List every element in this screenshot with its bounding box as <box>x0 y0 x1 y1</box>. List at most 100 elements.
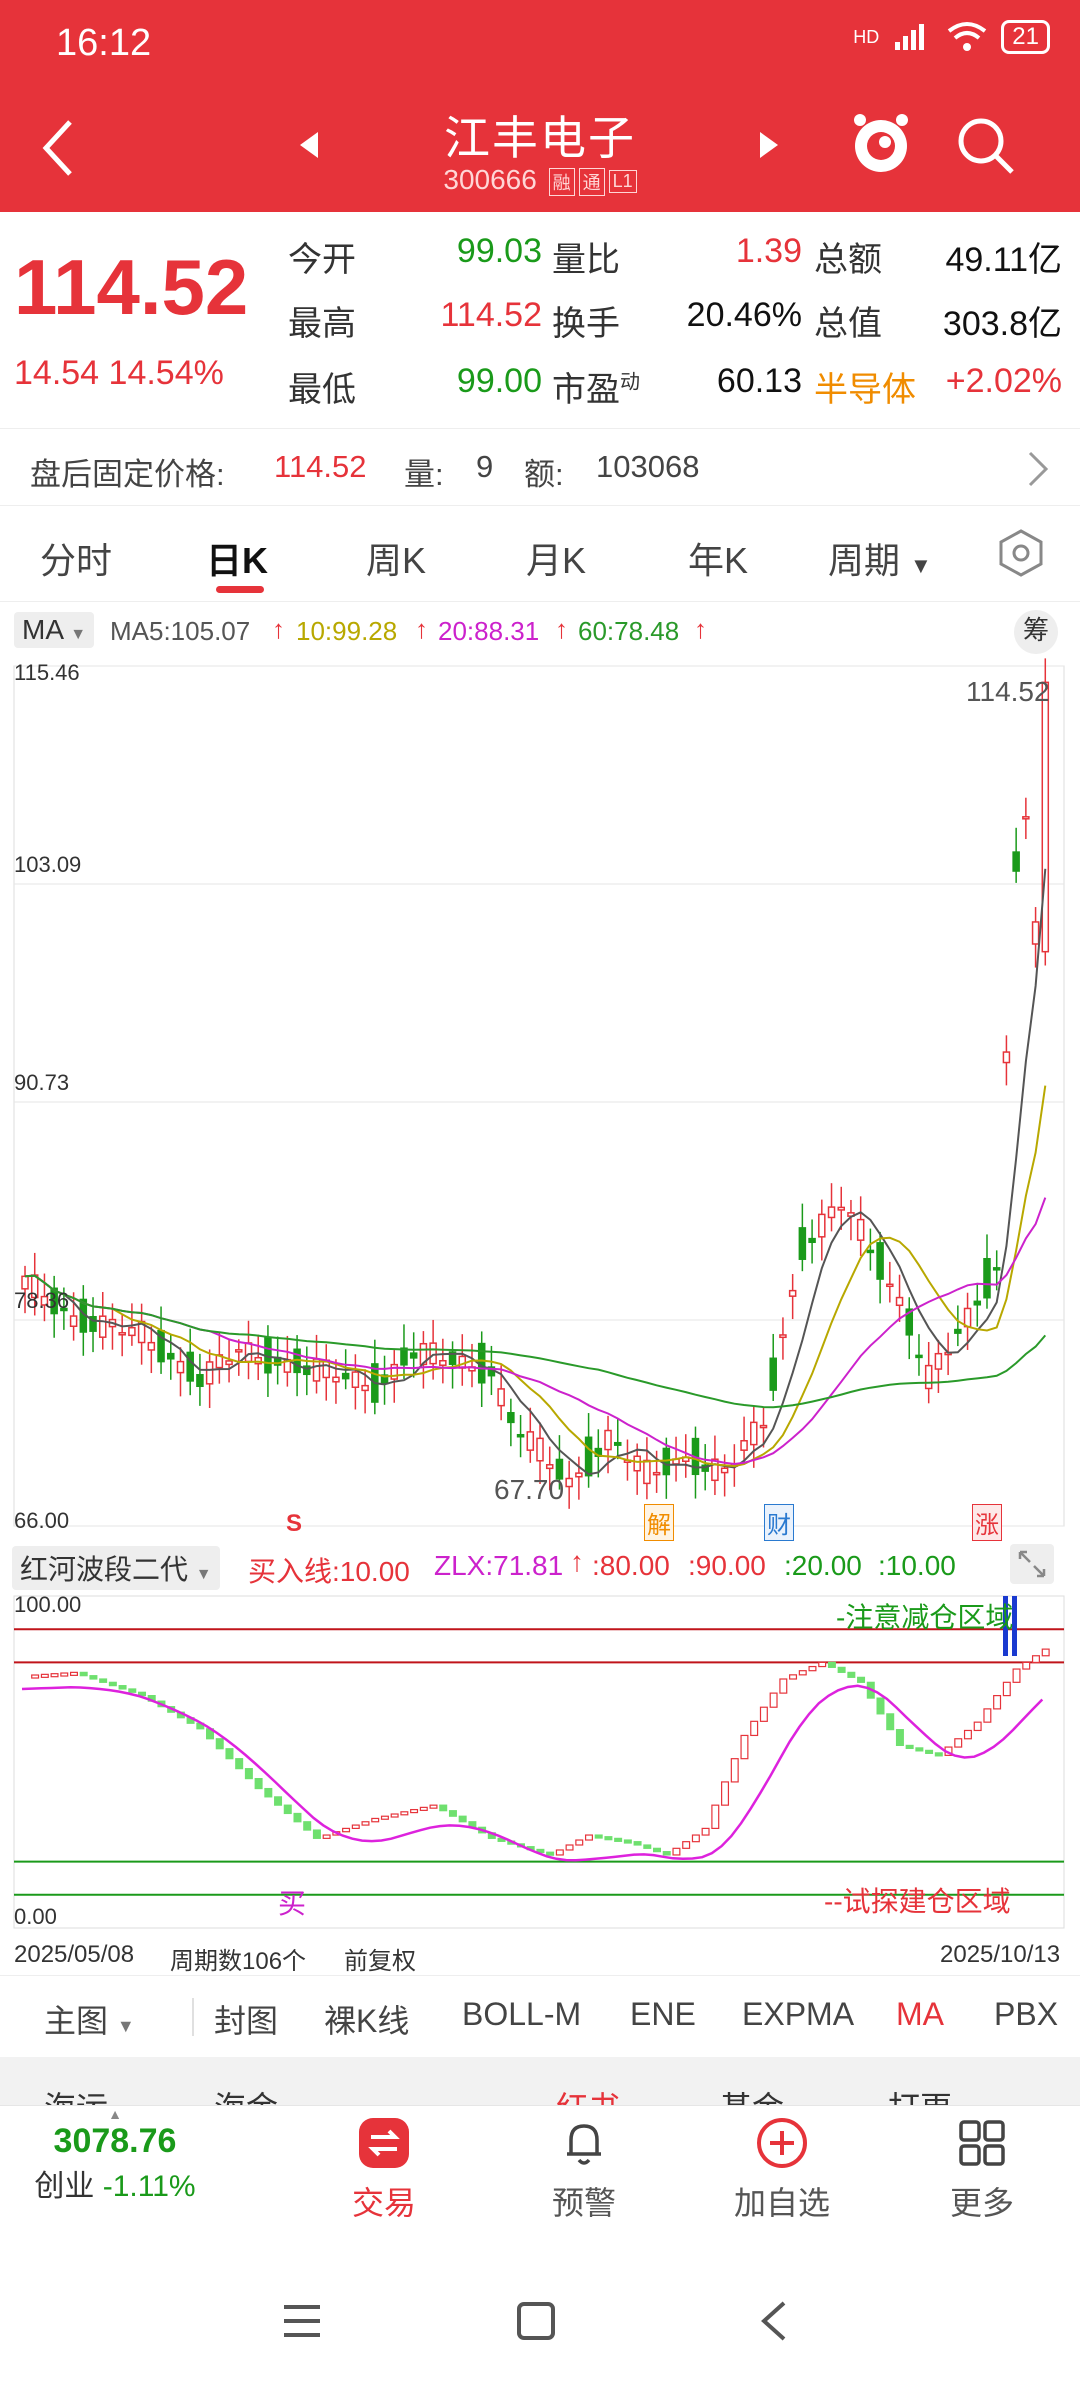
tool-ma[interactable]: MA <box>896 1996 944 2032</box>
tool-seal-chart[interactable]: 封图 <box>214 2003 279 2039</box>
line-80-value: :80.00 <box>592 1550 670 1581</box>
candle-body <box>536 1437 544 1462</box>
line-20-value: :20.00 <box>784 1550 862 1581</box>
tool-naked-k[interactable]: 裸K线 <box>324 2003 410 2039</box>
nav-more[interactable]: 更多 <box>882 2116 1080 2224</box>
index-ticker[interactable]: ▲ 3078.76 创业 -1.11% <box>0 2106 230 2205</box>
candle-body <box>526 1431 535 1451</box>
sector-link[interactable]: 半导体 <box>814 371 916 409</box>
high-label: 最高 <box>288 305 356 343</box>
tab-monthly-k[interactable]: 月K <box>526 540 587 581</box>
expand-icon[interactable] <box>1010 1544 1054 1584</box>
tab-weekly-k[interactable]: 周K <box>366 540 427 581</box>
wave-bar <box>235 1758 244 1770</box>
unlock-marker[interactable]: 解 <box>644 1504 674 1541</box>
main-chart-selector[interactable]: 主图 ▼ <box>44 2003 135 2039</box>
tool-pbx[interactable]: PBX <box>994 1996 1059 2032</box>
settings-hexagon-icon[interactable] <box>996 528 1046 578</box>
wave-bar <box>361 1821 370 1826</box>
cutoff-item-4: 基金 <box>720 2083 784 2105</box>
candle-body <box>477 1342 486 1384</box>
volume-ratio-value: 1.39 <box>735 232 802 270</box>
wave-bar <box>225 1748 234 1760</box>
indicator-chart[interactable]: 100.00 0.00 -注意减仓区域 --试探建仓区域 买 <box>0 1590 1080 1935</box>
up-arrow-icon: ↑ <box>415 614 428 644</box>
fixed-amount-label: 额: <box>524 457 564 492</box>
finance-marker[interactable]: 财 <box>764 1504 794 1541</box>
candle-body <box>516 1433 525 1438</box>
wave-bar <box>769 1692 778 1708</box>
after-hours-fixed-price-row[interactable]: 盘后固定价格: 114.52 量: 9 额: 103068 <box>0 428 1080 506</box>
candle-body <box>963 1307 972 1328</box>
candle-body <box>225 1360 233 1366</box>
kline-chart[interactable]: 115.46 103.09 90.73 78.36 66.00 114.52 6… <box>0 656 1080 1541</box>
wave-bar <box>89 1675 98 1680</box>
tab-daily-k[interactable]: 日K <box>206 540 268 581</box>
candle-body <box>244 1342 253 1363</box>
up-arrow-icon: ↑ <box>272 614 285 644</box>
end-date: 2025/10/13 <box>940 1941 1061 1968</box>
stock-name: 江丰电子 <box>444 112 636 164</box>
divider <box>192 1998 194 2036</box>
candle-body <box>69 1315 78 1328</box>
ma20-line <box>24 1197 1047 1466</box>
candle-body <box>303 1365 311 1376</box>
indicator-selector[interactable]: 红河波段二代 ▼ <box>12 1546 220 1590</box>
tab-period-dropdown[interactable]: 周期 ▼ <box>828 540 932 581</box>
wave-bar <box>798 1670 807 1676</box>
wave-bar <box>1012 1668 1021 1683</box>
ma-selector[interactable]: MA ▼ <box>14 612 95 648</box>
wave-bar <box>925 1749 934 1754</box>
wave-bar <box>779 1678 788 1694</box>
wave-bar <box>546 1851 555 1856</box>
back-icon[interactable] <box>38 118 78 178</box>
candle-body <box>886 1283 894 1288</box>
limit-up-marker[interactable]: 涨 <box>972 1504 1002 1541</box>
tab-intraday[interactable]: 分时 <box>40 540 113 581</box>
y-label-2: 103.09 <box>14 852 82 877</box>
signal-bar <box>1003 1596 1008 1656</box>
tab-yearly-k[interactable]: 年K <box>688 540 749 581</box>
wave-bar <box>351 1824 360 1830</box>
dropdown-triangle-icon: ▼ <box>195 1566 212 1583</box>
search-icon[interactable] <box>956 116 1016 176</box>
wave-bar <box>264 1787 273 1798</box>
home-icon[interactable] <box>514 2299 558 2343</box>
nav-trade[interactable]: 交易 <box>284 2116 484 2224</box>
cutoff-item-1: 海运 <box>44 2083 108 2105</box>
tool-ene[interactable]: ENE <box>630 1996 696 2032</box>
nav-add-watchlist[interactable]: 加自选 <box>682 2116 882 2224</box>
nav-alert[interactable]: 预警 <box>484 2116 684 2224</box>
index-change: -1.11% <box>102 2170 196 2203</box>
prev-stock-icon[interactable] <box>298 130 320 160</box>
candle-body <box>924 1364 933 1390</box>
wave-bar <box>565 1844 574 1851</box>
price-change: 14.54 14.54% <box>14 354 224 393</box>
wave-bar <box>691 1834 700 1843</box>
tool-expma[interactable]: EXPMA <box>742 1996 855 2032</box>
wave-bar <box>342 1827 351 1833</box>
adjust-mode[interactable]: 前复权 <box>344 1948 416 1975</box>
nav-add-label: 加自选 <box>733 2185 830 2221</box>
menu-icon[interactable] <box>280 2301 324 2341</box>
wave-bar <box>118 1685 127 1690</box>
next-stock-icon[interactable] <box>758 130 780 160</box>
indicator-header: 红河波段二代 ▼ 买入线:10.00 ZLX:71.81 ↑ :80.00 :90… <box>0 1540 1080 1590</box>
wave-bar <box>312 1829 321 1839</box>
cutoff-item-2: 海金 <box>214 2083 278 2105</box>
back-nav-icon[interactable] <box>754 2299 794 2343</box>
candle-body <box>652 1471 661 1476</box>
wave-bar <box>915 1747 924 1752</box>
wave-bar <box>711 1804 720 1830</box>
candle-body <box>633 1455 641 1472</box>
candle-body <box>429 1342 437 1365</box>
market-cap-label: 总值 <box>814 305 882 343</box>
mascot-icon[interactable] <box>850 110 912 178</box>
chip-distribution-button[interactable]: 筹 <box>1014 610 1058 654</box>
candle-body <box>895 1296 904 1307</box>
buy-line-value: 买入线:10.00 <box>248 1556 410 1587</box>
tool-boll-m[interactable]: BOLL-M <box>462 1996 582 2032</box>
wave-bar <box>963 1729 972 1740</box>
wave-bar <box>857 1676 866 1683</box>
active-tab-underline <box>216 586 264 593</box>
